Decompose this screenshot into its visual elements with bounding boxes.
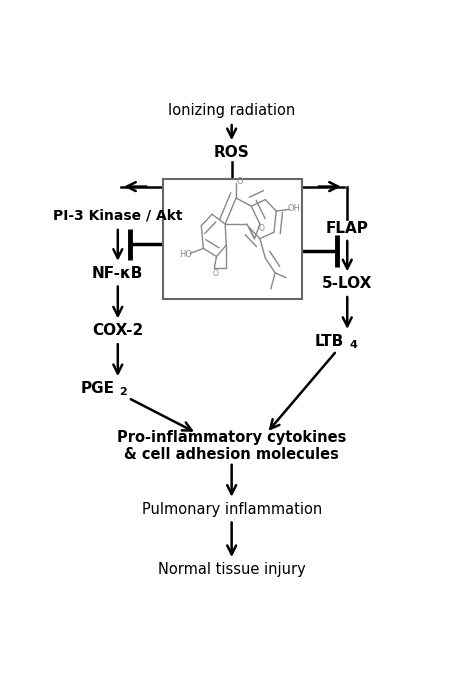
Text: Ionizing radiation: Ionizing radiation — [168, 103, 295, 118]
Text: PGE: PGE — [80, 381, 114, 396]
Text: Normal tissue injury: Normal tissue injury — [157, 562, 305, 577]
Text: NF-κB: NF-κB — [92, 266, 143, 281]
Text: PI-3 Kinase / Akt: PI-3 Kinase / Akt — [53, 208, 182, 223]
Text: COX-2: COX-2 — [92, 323, 143, 338]
Text: O: O — [236, 176, 243, 186]
Text: Pro-inflammatory cytokines
& cell adhesion molecules: Pro-inflammatory cytokines & cell adhesi… — [117, 430, 345, 462]
Text: LTB: LTB — [314, 334, 343, 349]
Text: 5-LOX: 5-LOX — [322, 276, 372, 291]
Bar — [163, 178, 301, 300]
Text: O: O — [212, 269, 218, 278]
Text: 4: 4 — [348, 340, 356, 350]
Text: ROS: ROS — [213, 145, 249, 160]
Text: HO: HO — [179, 251, 192, 259]
Text: O: O — [258, 225, 264, 234]
Text: OH: OH — [286, 204, 299, 213]
Text: Pulmonary inflammation: Pulmonary inflammation — [141, 502, 321, 517]
Text: FLAP: FLAP — [325, 221, 368, 236]
Text: 2: 2 — [119, 387, 127, 397]
